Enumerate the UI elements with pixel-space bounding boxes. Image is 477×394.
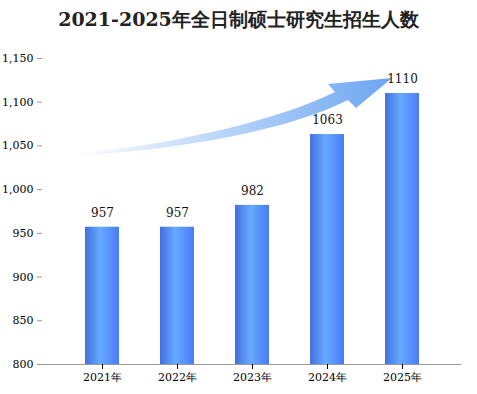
svg-text:1063: 1063 bbox=[312, 113, 343, 127]
svg-text:982: 982 bbox=[241, 184, 264, 198]
svg-text:1,100: 1,100 bbox=[2, 96, 34, 109]
svg-text:2025年: 2025年 bbox=[383, 371, 422, 384]
svg-text:1,050: 1,050 bbox=[2, 139, 34, 152]
svg-text:2024年: 2024年 bbox=[308, 371, 347, 384]
svg-text:957: 957 bbox=[91, 206, 114, 220]
svg-text:1110: 1110 bbox=[387, 72, 418, 86]
svg-text:2023年: 2023年 bbox=[233, 371, 272, 384]
html-text:2021-2025年全日制硕士研究生招生人数: 2021-2025年全日制硕士研究生招生人数 bbox=[58, 8, 419, 30]
svg-text:850: 850 bbox=[13, 314, 34, 327]
svg-text:2021年: 2021年 bbox=[83, 371, 122, 384]
svg-text:800: 800 bbox=[13, 358, 34, 371]
svg-text:2022年: 2022年 bbox=[158, 371, 197, 384]
svg-text:1,150: 1,150 bbox=[2, 52, 34, 65]
svg-text:957: 957 bbox=[166, 206, 189, 220]
svg-text:1,000: 1,000 bbox=[2, 183, 34, 196]
svg-text:950: 950 bbox=[13, 227, 34, 240]
svg-text:900: 900 bbox=[13, 271, 34, 284]
